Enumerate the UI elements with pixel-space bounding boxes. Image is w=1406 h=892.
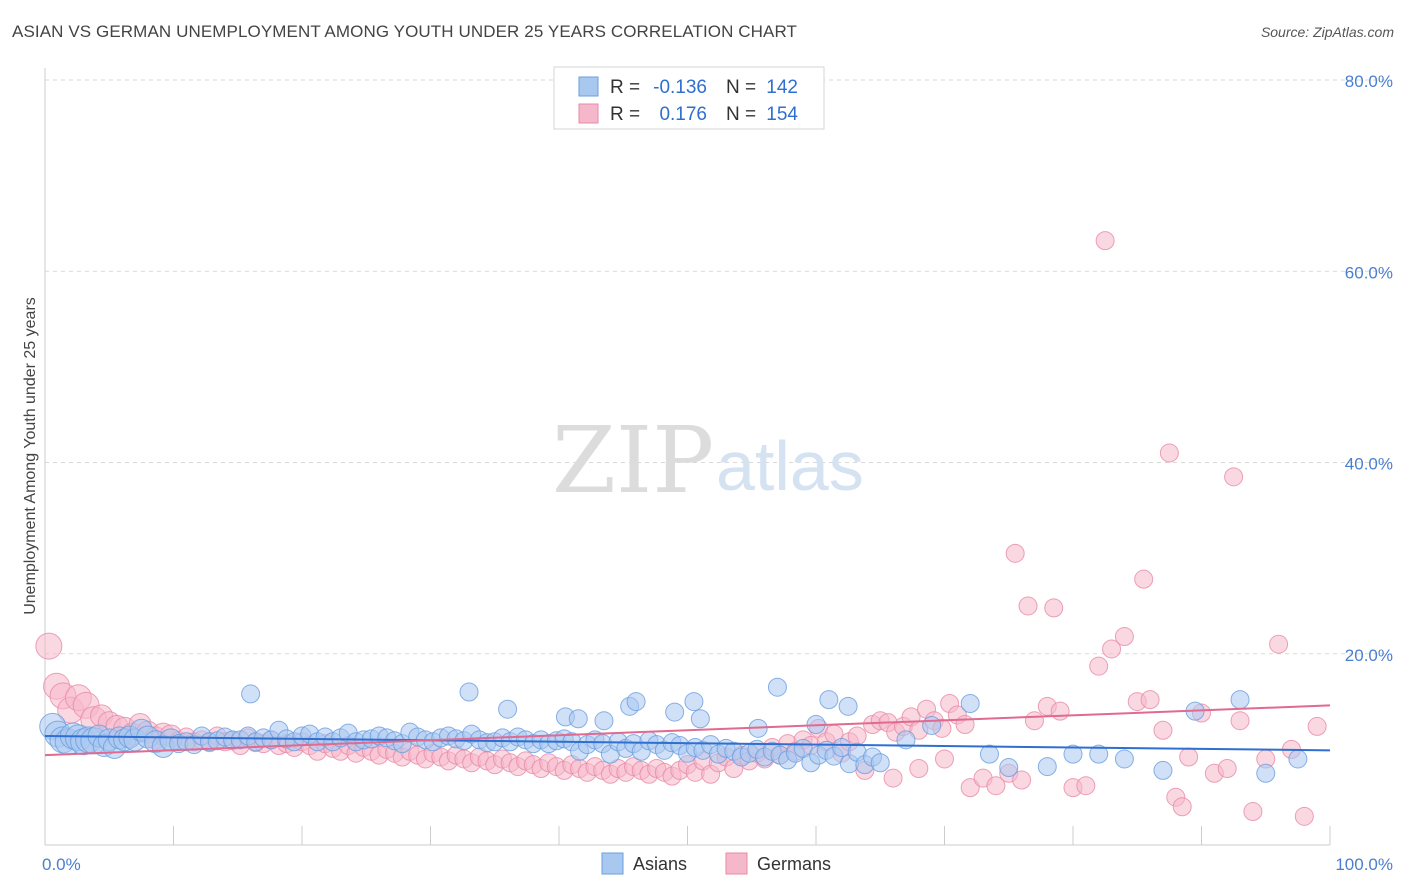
legend-r-label-germans: R = [610,104,640,125]
asians-point [999,758,1019,778]
germans-point [955,715,975,735]
asians-point [568,709,588,729]
germans-point [1243,802,1263,822]
asians-point [1256,763,1276,783]
grid-lines [45,79,1392,655]
asians-point [979,744,999,764]
germans-point [909,759,929,778]
asians-point [594,711,614,731]
x-tick-label: 0.0% [42,855,81,874]
legend-n-label-asians: N = [726,77,756,98]
germans-point [1153,720,1173,740]
page-title: ASIAN VS GERMAN UNEMPLOYMENT AMONG YOUTH… [12,22,798,41]
watermark-atlas: atlas [716,427,864,505]
germans-point [1044,598,1064,618]
asians-point [665,702,685,722]
asians-point [838,696,858,716]
asians-point [922,715,942,735]
y-tick-labels: 20.0% 40.0% 60.0% 80.0% [1345,72,1393,665]
germans-point [1102,639,1122,659]
germans-point [960,778,980,798]
bottom-legend-swatch-germans [725,852,748,875]
asians-point [626,692,646,712]
asians-point [767,677,787,697]
asians-point [1037,757,1057,777]
watermark: ZIP atlas [552,407,864,514]
asians-point [1230,690,1250,710]
germans-point [1172,797,1192,817]
asians-point [870,753,890,773]
legend-r-value-asians: -0.136 [653,77,707,98]
germans-point [1217,759,1237,778]
germans-point [1012,770,1032,790]
germans-point [35,632,63,660]
x-tick-labels: 0.0% 100.0% [42,855,1393,874]
germans-point [1050,701,1070,721]
germans-trend-line [44,704,1331,757]
asians-point [819,690,839,710]
bottom-legend-label-asians: Asians [633,854,687,874]
germans-point [1307,716,1327,736]
asians-point [1089,744,1109,764]
germans-point [847,726,867,746]
germans-point [1179,747,1199,767]
germans-point [1076,776,1096,796]
asians-point [498,699,518,719]
germans-point [1134,569,1154,589]
y-axis-label: Unemployment Among Youth under 25 years [22,297,39,615]
germans-point [1114,627,1134,647]
legend-box [553,66,825,130]
bottom-legend-swatch-asians [601,852,624,875]
germans-point [1095,231,1115,251]
asians-point [690,709,710,729]
y-tick-label: 40.0% [1345,455,1393,474]
asians-point [459,682,479,702]
legend-swatch-germans [578,103,599,124]
trend-lines [44,704,1331,757]
asians-point [1153,760,1173,780]
germans-point [1230,711,1250,731]
germans-point [935,749,954,769]
germans-point [1269,634,1289,654]
y-tick-label: 80.0% [1345,72,1393,91]
legend-r-label-asians: R = [610,77,640,98]
germans-point [1024,711,1044,731]
asians-point [1288,749,1308,769]
legend-r-value-germans: 0.176 [659,104,707,125]
asians-point [241,684,261,704]
watermark-zip: ZIP [552,407,714,514]
asians-trend-line [44,734,1331,752]
asians-point [896,730,916,750]
germans-point [1159,443,1179,463]
asians-point [684,692,704,712]
germans-point [1224,467,1244,487]
legend: R = -0.136 N = 142 R = 0.176 N = 154 [553,66,825,130]
asians-point [1114,749,1134,769]
germans-point [883,768,903,788]
germans-point [1005,543,1025,563]
legend-n-label-germans: N = [726,104,756,125]
germans-point [1140,690,1160,710]
asians-point [1063,744,1083,764]
x-tick-label: 100.0% [1335,855,1393,874]
legend-swatch-asians [578,76,599,97]
y-tick-label: 60.0% [1345,263,1393,282]
bottom-legend-label-germans: Germans [757,854,831,874]
asians-point [960,693,980,713]
bottom-legend: Asians Germans [601,852,831,875]
source-label: Source: ZipAtlas.com [1260,24,1394,40]
legend-n-value-germans: 154 [766,104,798,125]
germans-point [1089,656,1109,676]
germans-point [986,776,1006,796]
germans-point [1018,596,1038,616]
germans-point [1294,806,1314,826]
y-tick-label: 20.0% [1345,646,1393,665]
axes [44,68,1331,846]
legend-n-value-asians: 142 [766,77,798,98]
